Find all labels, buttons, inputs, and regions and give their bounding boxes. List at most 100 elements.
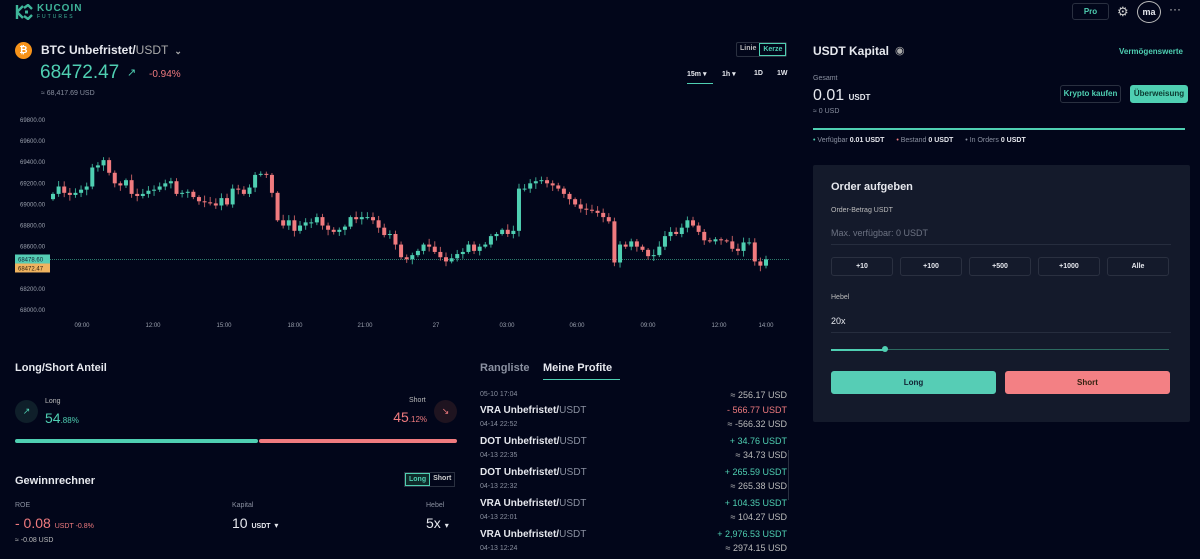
list-item[interactable]: DOT Unbefristet/USDT 04-13 22:35 + 34.76… (480, 436, 787, 464)
capital-selector[interactable]: 10 USDT ▾ (232, 515, 279, 531)
candle-body (174, 181, 179, 194)
candle-body (399, 244, 404, 258)
candle-body (253, 174, 258, 188)
candle-body (735, 248, 740, 251)
candle-body (168, 181, 173, 184)
trend-up-icon: ↗ (15, 400, 38, 423)
interval-1w[interactable]: 1W (777, 70, 788, 77)
tab-leaderboard[interactable]: Rangliste (480, 362, 530, 374)
list-item[interactable]: VRA Unbefristet/USDT 04-13 22:01 + 104.3… (480, 498, 787, 526)
candle-body (556, 185, 561, 189)
symbol-quote: USDT (135, 43, 169, 57)
y-tick-label: 68000.00 (20, 308, 46, 314)
candle-body (342, 226, 347, 230)
candle-body (225, 198, 230, 205)
candle-body (79, 189, 84, 193)
eye-icon[interactable]: ◉ (895, 45, 905, 57)
y-tick-label: 69800.00 (20, 118, 46, 124)
roe-label: ROE (15, 502, 31, 509)
candlestick-chart[interactable]: 69800.00 69600.00 69400.00 69200.00 69000.00… (0, 0, 800, 340)
tab-candle[interactable]: Kerze (759, 43, 787, 56)
quick-add-500[interactable]: +500 (969, 257, 1031, 276)
candle-body (612, 221, 617, 263)
list-item[interactable]: DOT Unbefristet/USDT 04-13 22:32 + 265.5… (480, 467, 787, 495)
arrow-up-right-icon: ↗ (127, 67, 137, 79)
trend-down-icon: ↘ (434, 400, 457, 423)
leverage-input[interactable]: 20x (831, 311, 1171, 333)
settings-gear-icon[interactable]: ⚙ (1117, 4, 1129, 19)
candle-body (707, 240, 712, 242)
logo[interactable]: KUCOIN FUTURES (15, 3, 82, 20)
candle-body (67, 192, 72, 195)
candle-body (702, 231, 707, 241)
quick-add-1000[interactable]: +1000 (1038, 257, 1100, 276)
interval-15m[interactable]: 15m ▾ (687, 70, 713, 84)
y-tick-label: 68200.00 (20, 287, 46, 293)
transfer-button[interactable]: Überweisung (1130, 85, 1188, 103)
symbol-selector[interactable]: BTC Unbefristet/USDT ⌄ (41, 43, 182, 57)
candle-body (651, 255, 656, 257)
row-usd: ≈ 34.73 USD (735, 450, 787, 460)
legend-position: • Bestand 0 USDT (896, 137, 954, 144)
candle-body (696, 225, 701, 232)
assets-link[interactable]: Vermögenswerte (1118, 47, 1183, 56)
candle-body (382, 227, 387, 236)
short-button[interactable]: Short (1005, 371, 1170, 394)
calc-tab-long[interactable]: Long (405, 473, 431, 486)
quick-add-10[interactable]: +10 (831, 257, 893, 276)
short-percent: 45.12% (393, 409, 427, 425)
tab-line[interactable]: Linie (740, 45, 757, 52)
interval-1h[interactable]: 1h ▾ (722, 71, 736, 78)
y-tick-label: 69000.00 (20, 202, 46, 208)
last-price-label: 68472.47 (18, 266, 44, 272)
short-label: Short (409, 397, 426, 404)
tab-my-profits[interactable]: Meine Profite (543, 362, 620, 380)
long-button[interactable]: Long (831, 371, 996, 394)
mark-price-tag (15, 254, 50, 264)
logo-subtitle: FUTURES (37, 14, 75, 20)
row-symbol: VRA Unbefristet/USDT (480, 529, 587, 540)
x-tick-label: 06:00 (569, 323, 585, 329)
candle-body (354, 217, 359, 220)
avatar[interactable]: ma (1137, 1, 1161, 23)
candle-body (247, 187, 252, 194)
leverage-selector[interactable]: 5x ▾ (426, 515, 449, 531)
candle-body (741, 242, 746, 251)
pro-button[interactable]: Pro (1072, 3, 1109, 20)
amount-input[interactable]: Max. verfügbar: 0 USDT (831, 223, 1171, 245)
candle-body (483, 244, 488, 247)
list-scrollbar[interactable] (788, 450, 789, 500)
candle-body (533, 181, 538, 184)
y-tick-label: 69200.00 (20, 181, 46, 187)
slider-handle[interactable] (882, 346, 889, 352)
candle-body (691, 220, 696, 226)
candle-body (567, 193, 572, 200)
list-item[interactable]: VRA Unbefristet/USDT 04-13 12:24 + 2,976… (480, 529, 787, 557)
calc-tab-short[interactable]: Short (433, 475, 452, 482)
list-item[interactable]: VRA Unbefristet/USDT 04-14 22:52 - 566.7… (480, 405, 787, 433)
candle-body (488, 236, 493, 245)
candle-body (528, 183, 533, 189)
calc-side-toggle: Long Short (404, 472, 456, 487)
quick-add-all[interactable]: Alle (1107, 257, 1169, 276)
more-menu-icon[interactable]: ··· (1169, 2, 1181, 16)
caret-down-icon: ▾ (444, 521, 449, 530)
candle-body (135, 193, 140, 196)
candle-body (477, 246, 482, 251)
interval-1d[interactable]: 1D (754, 70, 763, 77)
candle-body (90, 167, 95, 187)
candle-body (152, 189, 157, 191)
x-tick-label: 09:00 (74, 323, 90, 329)
leverage-slider[interactable] (831, 346, 1169, 352)
ratio-bar (15, 439, 457, 443)
candle-body (443, 257, 448, 262)
mark-price-label: 68478.60 (18, 257, 44, 263)
candle-body (679, 227, 684, 234)
candle-body (505, 229, 510, 234)
candle-body (640, 246, 645, 250)
candle-body (185, 191, 190, 193)
row-amount: + 34.76 USDT (729, 436, 787, 446)
quick-add-100[interactable]: +100 (900, 257, 962, 276)
candle-body (584, 208, 589, 210)
buy-crypto-button[interactable]: Krypto kaufen (1060, 85, 1121, 103)
